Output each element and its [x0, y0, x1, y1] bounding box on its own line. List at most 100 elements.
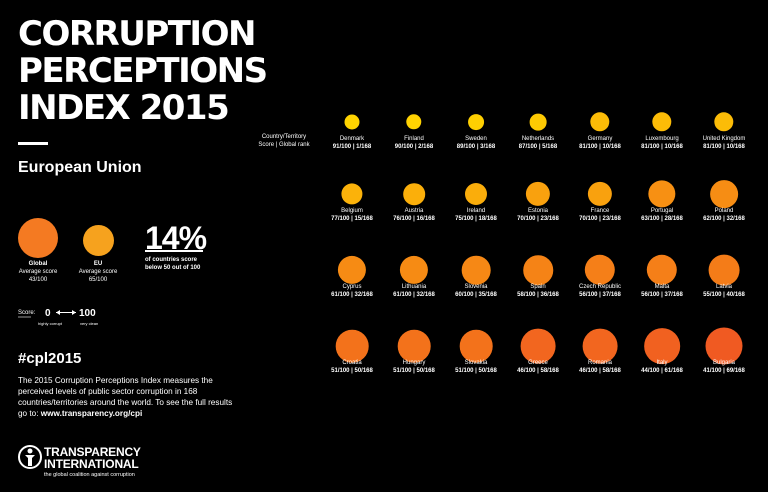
global-average-circle: [18, 218, 58, 258]
country-score-rank: 70/100 | 23/168: [579, 216, 621, 222]
country-name: Romania: [587, 360, 612, 366]
country-score-rank: 63/100 | 28/168: [641, 216, 683, 222]
legend-header-line2: Score | Global rank: [258, 142, 310, 148]
country-bubble: [529, 113, 547, 131]
title-line-2: PERCEPTIONS: [18, 51, 268, 91]
country-name: Cyprus: [342, 284, 362, 290]
country-name: Latvia: [715, 284, 732, 290]
country-cell: Austria 76/100 | 16/168: [374, 172, 454, 232]
country-cell: Greece 46/100 | 58/168: [498, 324, 578, 384]
global-score: 43/100: [28, 277, 48, 283]
percent-caption: of countries score below 50 out of 100: [145, 256, 200, 272]
country-score-rank: 81/100 | 10/168: [641, 144, 683, 150]
country-cell: Malta 56/100 | 37/168: [622, 248, 702, 308]
transparency-international-logo-icon: [18, 445, 42, 469]
country-cell: Romania 46/100 | 58/168: [560, 324, 640, 384]
country-cell: Czech Republic 56/100 | 37/168: [560, 248, 640, 308]
score-scale-max: 100: [79, 308, 96, 319]
country-name: Estonia: [527, 208, 548, 214]
country-name: France: [590, 208, 610, 214]
score-scale-max-note: very clean: [80, 321, 98, 326]
country-score-rank: 51/100 | 50/168: [331, 368, 373, 374]
country-score-rank: 89/100 | 3/168: [456, 144, 496, 150]
country-cell: Poland 62/100 | 32/168: [684, 172, 764, 232]
title-line-1: CORRUPTION: [18, 14, 256, 54]
country-name: Netherlands: [521, 136, 555, 142]
country-cell: Croatia 51/100 | 50/168: [312, 324, 392, 384]
country-cell: Denmark 91/100 | 1/168: [312, 100, 392, 160]
org-name: TRANSPARENCY INTERNATIONAL: [44, 446, 141, 470]
country-bubble: [644, 328, 680, 364]
country-bubble: [468, 114, 484, 130]
country-score-rank: 81/100 | 10/168: [579, 144, 621, 150]
country-bubble: [705, 327, 743, 365]
country-bubble: [710, 180, 738, 208]
global-average-label: Global Average score 43/100: [8, 260, 68, 284]
country-bubble: [461, 255, 491, 285]
country-score-rank: 55/100 | 40/168: [703, 292, 745, 298]
country-name: Malta: [654, 284, 670, 290]
country-cell: Estonia 70/100 | 23/168: [498, 172, 578, 232]
country-bubble: [406, 114, 422, 130]
org-name-line1: TRANSPARENCY: [44, 445, 141, 459]
country-cell: Ireland 75/100 | 18/168: [436, 172, 516, 232]
legend-header-line1: Country/Territory: [261, 134, 307, 140]
country-bubble: [337, 255, 367, 285]
score-scale-min-note: highly corrupt: [38, 321, 63, 326]
country-cell: Netherlands 87/100 | 5/168: [498, 100, 578, 160]
country-name: Italy: [656, 360, 668, 366]
description-link[interactable]: www.transparency.org/cpi: [40, 409, 143, 418]
country-cell: Slovakia 51/100 | 50/168: [436, 324, 516, 384]
page-title: CORRUPTION PERCEPTIONS INDEX 2015: [18, 14, 268, 127]
country-name: Hungary: [402, 360, 426, 366]
country-cell: Finland 90/100 | 2/168: [374, 100, 454, 160]
country-cell: France 70/100 | 23/168: [560, 172, 640, 232]
country-cell: Lithuania 61/100 | 32/168: [374, 248, 454, 308]
country-name: United Kingdom: [702, 136, 746, 142]
country-name: Czech Republic: [578, 284, 622, 290]
country-bubble: [708, 254, 740, 286]
country-score-rank: 62/100 | 32/168: [703, 216, 745, 222]
country-cell: Latvia 55/100 | 40/168: [684, 248, 764, 308]
country-score-rank: 75/100 | 18/168: [455, 216, 497, 222]
country-name: Austria: [404, 208, 424, 214]
score-scale: Score: 0 100 highly corrupt very clean: [18, 306, 118, 333]
country-cell: Italy 44/100 | 61/168: [622, 324, 702, 384]
country-bubble: [648, 180, 676, 208]
country-name: Germany: [587, 136, 613, 142]
country-cell: Spain 58/100 | 36/168: [498, 248, 578, 308]
country-score-rank: 90/100 | 2/168: [394, 144, 434, 150]
country-cell: Hungary 51/100 | 50/168: [374, 324, 454, 384]
country-bubble: [397, 329, 431, 363]
country-score-rank: 61/100 | 32/168: [331, 292, 373, 298]
org-name-line2: INTERNATIONAL: [44, 457, 139, 471]
org-tagline: the global coalition against corruption: [44, 472, 135, 478]
country-name: Sweden: [465, 136, 487, 142]
description-text: The 2015 Corruption Perceptions Index me…: [18, 376, 233, 418]
country-bubble: [344, 114, 360, 130]
hashtag: #cpl2015: [18, 350, 82, 367]
arrow-left-icon: [56, 310, 60, 315]
eu-average-label: EU Average score 65/100: [68, 260, 128, 284]
country-cell: Belgium 77/100 | 15/168: [312, 172, 392, 232]
country-score-rank: 58/100 | 36/168: [517, 292, 559, 298]
country-bubble: [520, 328, 556, 364]
eu-average-circle: [83, 225, 114, 256]
country-name: Belgium: [341, 208, 363, 214]
country-score-rank: 70/100 | 23/168: [517, 216, 559, 222]
country-score-rank: 41/100 | 69/168: [703, 368, 745, 374]
country-name: Poland: [714, 208, 734, 214]
country-name: Luxembourg: [645, 136, 679, 142]
percent-underline: [145, 250, 203, 252]
global-average-text: Average score: [18, 269, 58, 275]
country-score-rank: 77/100 | 15/168: [331, 216, 373, 222]
country-name: Croatia: [342, 360, 362, 366]
country-bubble: [590, 112, 610, 132]
country-cell: Sweden 89/100 | 3/168: [436, 100, 516, 160]
country-score-rank: 56/100 | 37/168: [579, 292, 621, 298]
country-name: Bulgaria: [712, 360, 735, 366]
country-bubble: [587, 181, 613, 207]
country-bubble: [582, 328, 618, 364]
country-bubble: [403, 183, 425, 205]
country-score-rank: 76/100 | 16/168: [393, 216, 435, 222]
